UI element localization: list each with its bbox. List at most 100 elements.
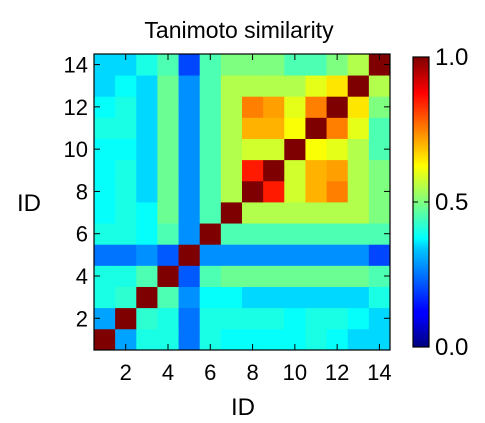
heatmap-cell xyxy=(178,117,201,139)
x-axis-label: ID xyxy=(231,394,255,421)
heatmap-cell xyxy=(263,202,285,224)
heatmap-cell xyxy=(199,117,222,139)
x-tick-label: 8 xyxy=(246,360,258,385)
heatmap-cell xyxy=(263,96,285,118)
heatmap-cell xyxy=(326,307,349,330)
y-tick-labels: 2 4 6 8 10 12 14 xyxy=(64,53,88,332)
heatmap-cell xyxy=(157,286,179,309)
heatmap-cell xyxy=(157,223,179,245)
heatmap-cell xyxy=(284,202,306,224)
heatmap-cell xyxy=(305,202,327,224)
heatmap-cell xyxy=(263,159,285,182)
heatmap-cell xyxy=(347,223,370,245)
heatmap-cell xyxy=(178,96,201,118)
heatmap-cell xyxy=(94,180,116,203)
x-tick-labels: 2 4 6 8 10 12 14 xyxy=(120,360,392,385)
y-tick-label: 14 xyxy=(64,53,88,78)
heatmap-cell xyxy=(284,328,306,351)
x-tick-label: 2 xyxy=(120,360,132,385)
heatmap-cell xyxy=(305,180,327,203)
heatmap-cell xyxy=(115,180,137,203)
heatmap-cell xyxy=(326,202,349,224)
heatmap-cell xyxy=(94,328,116,351)
heatmap-cell xyxy=(94,159,116,182)
heatmap-cell xyxy=(326,159,349,182)
heatmap-cell xyxy=(305,54,327,76)
heatmap-cell xyxy=(115,244,137,266)
heatmap-cell xyxy=(199,202,222,224)
heatmap-cell xyxy=(305,328,327,351)
heatmap-cell xyxy=(305,265,327,287)
y-tick-label: 2 xyxy=(76,306,88,331)
heatmap-cell xyxy=(284,307,306,330)
heatmap-cell xyxy=(305,138,327,161)
x-tick-label: 12 xyxy=(325,360,349,385)
heatmap-cell xyxy=(326,117,349,139)
heatmap-cell xyxy=(178,307,201,330)
heatmap-cell xyxy=(136,75,158,97)
heatmap-cell xyxy=(115,75,137,97)
heatmap-cell xyxy=(263,180,285,203)
heatmap-cell xyxy=(136,138,158,161)
y-tick-label: 12 xyxy=(64,95,88,120)
heatmap-cell xyxy=(305,307,327,330)
heatmap-cell xyxy=(157,202,179,224)
heatmap-cell xyxy=(94,286,116,309)
heatmap-cell xyxy=(157,180,179,203)
heatmap-cell xyxy=(178,244,201,266)
heatmap-cell xyxy=(347,286,370,309)
heatmap-cell xyxy=(347,117,370,139)
heatmap-cell xyxy=(368,202,391,224)
heatmap-cell xyxy=(305,159,327,182)
x-tick-label: 10 xyxy=(283,360,307,385)
heatmap-cell xyxy=(94,96,116,118)
heatmap-cell xyxy=(115,54,137,76)
heatmap-cell xyxy=(368,159,391,182)
heatmap-cell xyxy=(305,244,327,266)
heatmap-cell xyxy=(326,180,349,203)
heatmap-cell xyxy=(242,180,264,203)
heatmap-cell xyxy=(263,54,285,76)
heatmap-cell xyxy=(157,54,179,76)
heatmap-cell xyxy=(284,138,306,161)
heatmap-cell xyxy=(347,54,370,76)
heatmap-cell xyxy=(136,307,158,330)
y-tick-label: 6 xyxy=(76,222,88,247)
heatmap-cell xyxy=(305,96,327,118)
heatmap-cell xyxy=(263,307,285,330)
heatmap-cell xyxy=(368,54,391,76)
y-tick-label: 10 xyxy=(64,137,88,162)
heatmap-cell xyxy=(199,138,222,161)
heatmap-cell xyxy=(368,96,391,118)
heatmap-cell xyxy=(347,244,370,266)
heatmap-cell xyxy=(368,328,391,351)
heatmap-cell xyxy=(220,223,243,245)
heatmap-cell xyxy=(263,265,285,287)
heatmap-cell xyxy=(284,117,306,139)
axis-ticks xyxy=(94,54,390,350)
heatmap-cell xyxy=(263,138,285,161)
heatmap-cell xyxy=(220,307,243,330)
heatmap-cell xyxy=(242,117,264,139)
heatmap-cell xyxy=(326,244,349,266)
heatmap-cell xyxy=(368,138,391,161)
heatmap-cell xyxy=(199,307,222,330)
heatmap-cell xyxy=(94,244,116,266)
heatmap-cell xyxy=(242,307,264,330)
heatmap-cell xyxy=(136,96,158,118)
heatmap-cell xyxy=(326,265,349,287)
heatmap-cell xyxy=(284,244,306,266)
heatmap-cell xyxy=(94,54,116,76)
heatmap-cell xyxy=(199,286,222,309)
heatmap-cell xyxy=(220,202,243,224)
heatmap-cell xyxy=(326,54,349,76)
chart-title: Tanimoto similarity xyxy=(144,17,334,43)
heatmap-cell xyxy=(220,159,243,182)
y-axis-label: ID xyxy=(17,190,41,217)
heatmap-cell xyxy=(199,265,222,287)
heatmap-cell xyxy=(284,286,306,309)
heatmap-cell xyxy=(368,223,391,245)
heatmap-cell xyxy=(178,180,201,203)
heatmap-cell xyxy=(157,138,179,161)
